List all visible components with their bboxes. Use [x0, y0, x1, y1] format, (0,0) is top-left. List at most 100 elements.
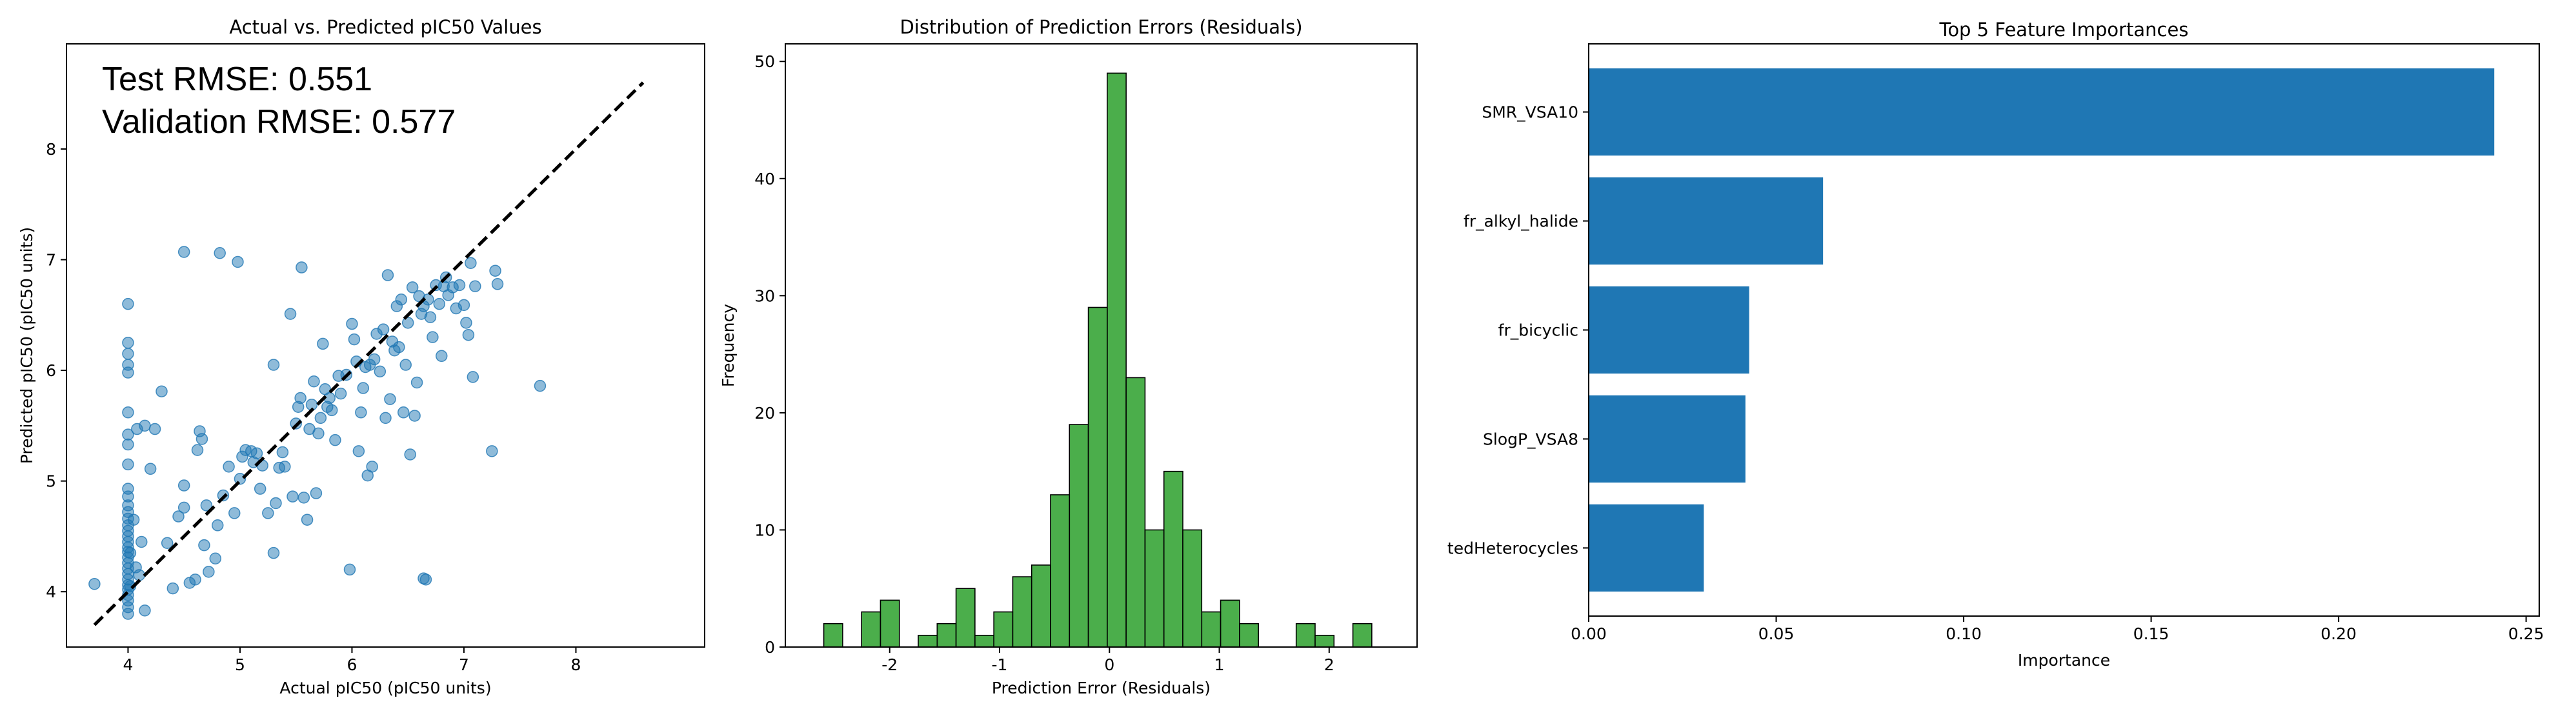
importance-bar	[1589, 504, 1704, 592]
histogram-bar	[936, 623, 957, 648]
scatter-point	[379, 412, 392, 424]
scatter-point	[177, 479, 190, 492]
scatter-point	[276, 446, 289, 459]
scatter-point	[254, 483, 267, 495]
scatter-point	[177, 246, 190, 258]
scatter-point	[408, 410, 421, 422]
scatter-point	[122, 458, 134, 471]
scatter-point	[346, 317, 358, 330]
scatter-point	[262, 507, 274, 519]
histogram-bar	[1107, 72, 1127, 648]
scatter-point	[312, 427, 325, 440]
histogram-bar	[1050, 494, 1071, 648]
x-tick-label: 6	[347, 655, 357, 674]
x-tick-label: 0.05	[1758, 624, 1795, 643]
scatter-point	[355, 406, 367, 419]
scatter-point	[270, 497, 282, 510]
scatter-point	[334, 387, 347, 400]
x-tick-label: 7	[459, 655, 469, 674]
scatter-point	[410, 376, 423, 389]
y-tick-label: 0	[765, 638, 775, 657]
scatter-point	[232, 255, 244, 268]
scatter-point	[144, 463, 157, 475]
y-tick-label: 4	[46, 583, 56, 601]
scatter-point	[401, 317, 414, 329]
histogram-bar	[1220, 599, 1240, 648]
histogram-bar	[1239, 623, 1259, 648]
chart-title: Actual vs. Predicted pIC50 Values	[229, 16, 541, 38]
importance-bar	[1589, 286, 1749, 374]
scatter-point	[329, 434, 341, 446]
scatter-point	[325, 404, 338, 417]
scatter-point	[177, 501, 190, 514]
scatter-point	[139, 604, 151, 617]
scatter-point	[366, 461, 378, 473]
scatter-point	[156, 385, 168, 397]
diagonal-reference-line	[93, 81, 645, 626]
scatter-point	[352, 445, 365, 457]
feature-label: fr_alkyl_halide	[1464, 212, 1578, 231]
scatter-point	[381, 269, 394, 281]
y-axis-label: Frequency	[719, 304, 738, 387]
scatter-point	[399, 359, 412, 371]
histogram-bar	[1295, 623, 1316, 648]
histogram-bar	[1352, 623, 1373, 648]
y-tick-label: 30	[754, 286, 775, 305]
feature-importance-panel: Top 5 Feature Importances SMR_VSA10 fr_alk…	[1447, 19, 2544, 670]
plot-frame	[785, 43, 1418, 648]
scatter-point	[124, 546, 137, 559]
x-tick-label: 0.25	[2508, 624, 2544, 643]
scatter-point	[374, 365, 387, 378]
scatter-point	[489, 264, 501, 277]
scatter-point	[122, 336, 134, 349]
x-tick-label: 0	[1104, 655, 1114, 674]
scatter-point	[433, 297, 446, 310]
scatter-point	[296, 261, 308, 274]
scatter-point	[148, 423, 161, 435]
histogram-bar	[1144, 529, 1165, 648]
scatter-point	[267, 359, 280, 371]
histogram-bar	[1069, 424, 1089, 648]
scatter-point	[393, 341, 405, 354]
scatter-point	[436, 350, 448, 363]
y-tick-label: 10	[754, 521, 775, 539]
histogram-bar	[1125, 377, 1146, 648]
scatter-point	[491, 278, 504, 290]
x-tick-label: 1	[1214, 655, 1225, 674]
scatter-point	[214, 246, 226, 259]
histogram-bar	[1163, 470, 1183, 648]
importance-bar	[1589, 177, 1824, 265]
plot-frame	[66, 43, 705, 648]
scatter-point	[308, 375, 320, 388]
scatter-point	[348, 333, 361, 346]
histogram-bar	[1087, 306, 1108, 648]
histogram-bar	[1182, 529, 1203, 648]
scatter-point	[406, 281, 419, 294]
scatter-point	[294, 392, 307, 404]
x-axis-label: Importance	[2018, 651, 2110, 670]
scatter-point	[427, 331, 439, 343]
scatter-point	[368, 353, 381, 366]
scatter-point	[122, 297, 134, 310]
scatter-point	[418, 572, 430, 584]
x-tick-label: 0.10	[1946, 624, 1982, 643]
histogram-bar	[955, 588, 976, 648]
scatter-point	[297, 492, 310, 504]
scatter-point	[301, 514, 314, 526]
scatter-point	[122, 406, 134, 419]
scatter-point	[209, 552, 222, 565]
scatter-point	[279, 461, 291, 473]
scatter-point	[200, 499, 213, 512]
scatter-point	[122, 348, 134, 360]
scatter-point	[198, 539, 210, 552]
scatter-point	[88, 577, 101, 590]
scatter-point	[462, 328, 475, 341]
scatter-point	[357, 382, 370, 394]
x-tick-label: 0.15	[2133, 624, 2169, 643]
scatter-point	[136, 535, 148, 548]
scatter-point	[534, 379, 547, 392]
feature-label: tedHeterocycles	[1447, 539, 1578, 557]
scatter-point	[467, 371, 479, 383]
scatter-point	[317, 337, 329, 350]
y-tick-label: 8	[46, 140, 56, 159]
